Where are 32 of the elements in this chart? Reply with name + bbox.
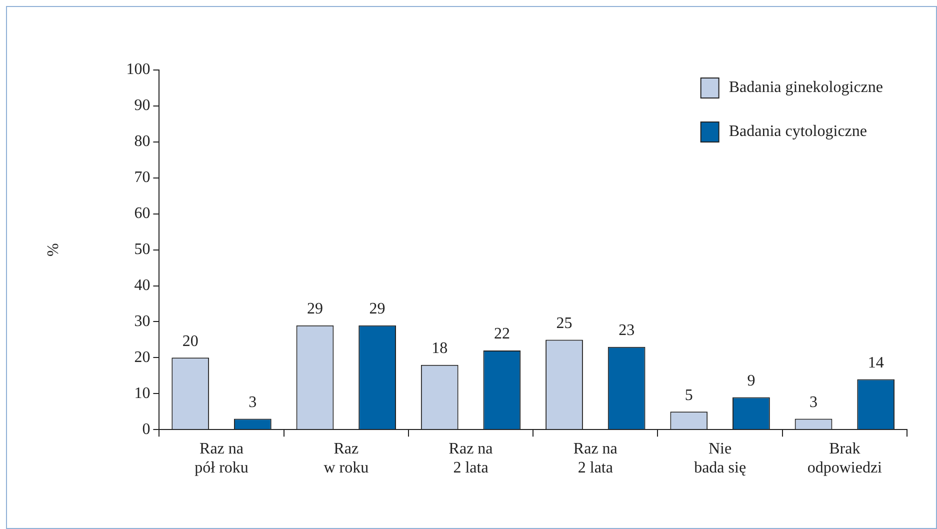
x-tick-label: Nie bada się: [694, 440, 746, 477]
y-tick-label: 50: [134, 241, 150, 258]
y-tick-label: 0: [142, 420, 150, 438]
y-tick-label: 20: [134, 348, 150, 366]
y-tick-label: 70: [134, 169, 150, 186]
data-label: 25: [556, 314, 572, 332]
data-label: 3: [810, 394, 818, 412]
y-tick-label: 30: [134, 312, 150, 330]
y-tick-label: 100: [126, 61, 150, 78]
data-label: 9: [747, 372, 756, 390]
x-tick-label: Raz na 2 lata: [448, 440, 493, 477]
x-tick-label: Brak odpowiedzi: [807, 440, 883, 477]
data-label: 5: [684, 386, 693, 404]
legend-label: Badania ginekologiczne: [728, 79, 884, 96]
data-label: 29: [306, 300, 323, 318]
y-tick-label: 90: [134, 97, 150, 114]
x-tick-label: Raz na 2 lata: [573, 440, 618, 477]
data-label: 29: [369, 300, 386, 318]
x-tick-label: Raz na pół roku: [194, 440, 248, 477]
data-label: 20: [182, 332, 198, 350]
legend-label: Badania cytologiczne: [728, 123, 868, 140]
data-label: 18: [432, 340, 448, 358]
y-tick-label: 40: [134, 276, 150, 294]
data-label: 22: [494, 326, 510, 343]
y-tick-label: 10: [134, 384, 150, 402]
data-label: 23: [618, 322, 635, 340]
data-label: 3: [248, 394, 257, 412]
y-axis-title: %: [44, 243, 62, 256]
y-tick-label: 60: [134, 205, 150, 222]
data-label: 14: [868, 354, 884, 372]
y-tick-label: 80: [134, 133, 150, 150]
x-tick-label: Raz w roku: [324, 440, 369, 477]
